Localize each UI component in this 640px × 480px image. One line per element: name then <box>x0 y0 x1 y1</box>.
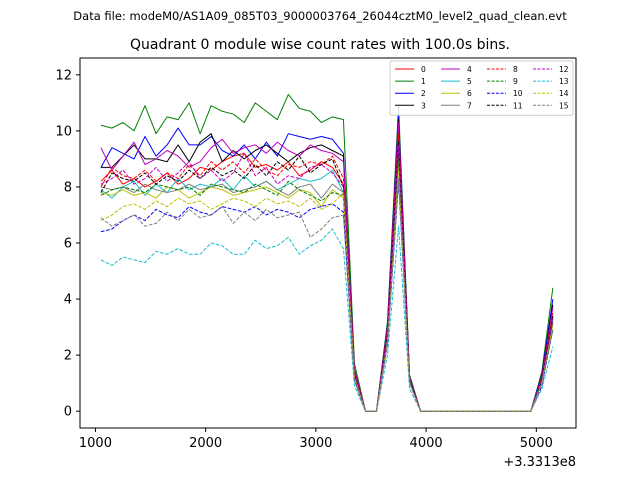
x-tick-label: 2000 <box>189 436 222 451</box>
y-tick-label: 8 <box>64 180 72 195</box>
legend-label-2: 2 <box>421 89 426 98</box>
y-axis: 0 2 4 6 8 10 12 <box>55 68 80 420</box>
legend-label-12: 12 <box>559 65 569 74</box>
legend-label-11: 11 <box>513 101 523 110</box>
legend-label-7: 7 <box>467 101 472 110</box>
legend-label-10: 10 <box>513 89 523 98</box>
x-tick-label: 1000 <box>79 436 112 451</box>
y-tick-label: 0 <box>64 405 72 420</box>
x-tick-label: 4000 <box>410 436 443 451</box>
y-tick-label: 4 <box>64 293 72 308</box>
legend-label-8: 8 <box>513 65 518 74</box>
x-tick-label: 5000 <box>520 436 553 451</box>
x-tick-label: 3000 <box>299 436 332 451</box>
legend-label-13: 13 <box>559 77 569 86</box>
figure-suptitle: Data file: modeM0/AS1A09_085T03_90000037… <box>73 9 567 23</box>
legend-label-9: 9 <box>513 77 518 86</box>
legend-label-15: 15 <box>559 101 569 110</box>
legend-label-14: 14 <box>559 89 569 98</box>
legend-label-4: 4 <box>467 65 472 74</box>
series-line-15 <box>100 178 554 412</box>
legend-label-6: 6 <box>467 89 472 98</box>
y-tick-label: 12 <box>55 68 72 83</box>
x-axis: 1000 2000 3000 4000 5000 <box>79 428 553 451</box>
chart-title: Quadrant 0 module wise count rates with … <box>130 37 510 53</box>
x-axis-offset-label: +3.3313e8 <box>503 455 576 470</box>
y-tick-label: 10 <box>55 124 72 139</box>
y-tick-label: 6 <box>64 237 72 252</box>
series-layer <box>100 93 554 412</box>
y-tick-label: 2 <box>64 349 72 364</box>
legend-box <box>389 60 574 116</box>
legend-label-0: 0 <box>421 65 426 74</box>
legend-label-5: 5 <box>467 77 472 86</box>
legend-label-1: 1 <box>421 77 426 86</box>
legend-label-3: 3 <box>421 101 426 110</box>
series-line-10 <box>100 180 554 412</box>
